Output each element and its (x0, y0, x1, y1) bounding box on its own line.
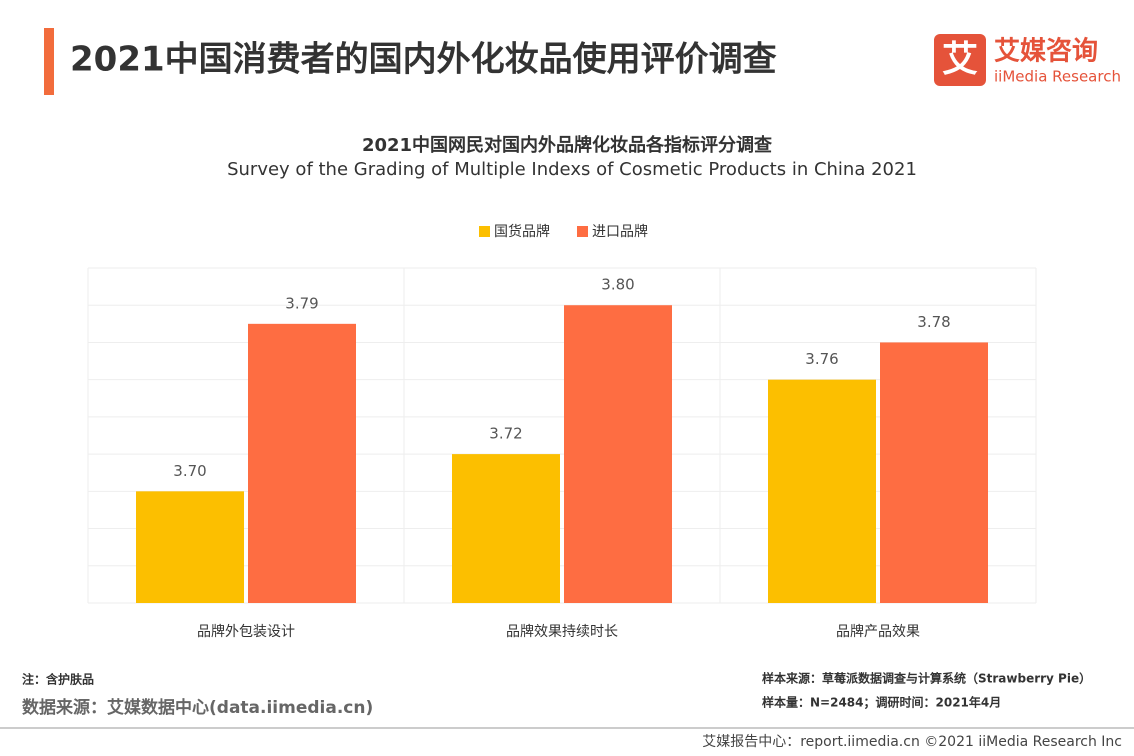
copyright: 艾媒报告中心：report.iimedia.cn ©2021 iiMedia R… (702, 734, 1122, 750)
bar (136, 491, 244, 603)
x-tick-label: 品牌产品效果 (836, 623, 920, 640)
source: 数据来源：艾媒数据中心(data.iimedia.cn) (22, 697, 373, 718)
bar (564, 305, 672, 603)
legend-swatch (577, 226, 588, 237)
logo-sub: iiMedia Research (994, 68, 1121, 86)
bar (248, 323, 356, 603)
logo-mark: 艾 (942, 39, 978, 80)
logo-name: 艾媒咨询 (994, 36, 1098, 67)
value-label: 3.80 (601, 276, 634, 294)
value-label: 3.76 (805, 350, 838, 368)
x-tick-label: 品牌外包装设计 (197, 623, 295, 640)
legend-label: 进口品牌 (592, 223, 648, 240)
bar (452, 454, 560, 603)
logo-box (934, 34, 986, 86)
page-title: 2021中国消费者的国内外化妆品使用评价调查 (70, 40, 777, 80)
value-label: 3.78 (917, 313, 950, 331)
sample-size: 样本量：N=2484；调研时间：2021年4月 (762, 695, 1001, 710)
chart-subtitle: Survey of the Grading of Multiple Indexs… (227, 159, 917, 180)
bar (880, 342, 988, 603)
legend-label: 国货品牌 (494, 223, 550, 240)
bar (768, 379, 876, 603)
title-accent (44, 28, 54, 95)
value-label: 3.70 (173, 462, 206, 480)
legend-swatch (479, 226, 490, 237)
sample-source: 样本来源：草莓派数据调查与计算系统（Strawberry Pie） (762, 671, 1091, 686)
chart-title: 2021中国网民对国内外品牌化妆品各指标评分调查 (362, 134, 772, 156)
value-label: 3.72 (489, 425, 522, 443)
note: 注：含护肤品 (22, 672, 94, 687)
x-tick-label: 品牌效果持续时长 (506, 623, 618, 640)
value-label: 3.79 (285, 294, 318, 312)
